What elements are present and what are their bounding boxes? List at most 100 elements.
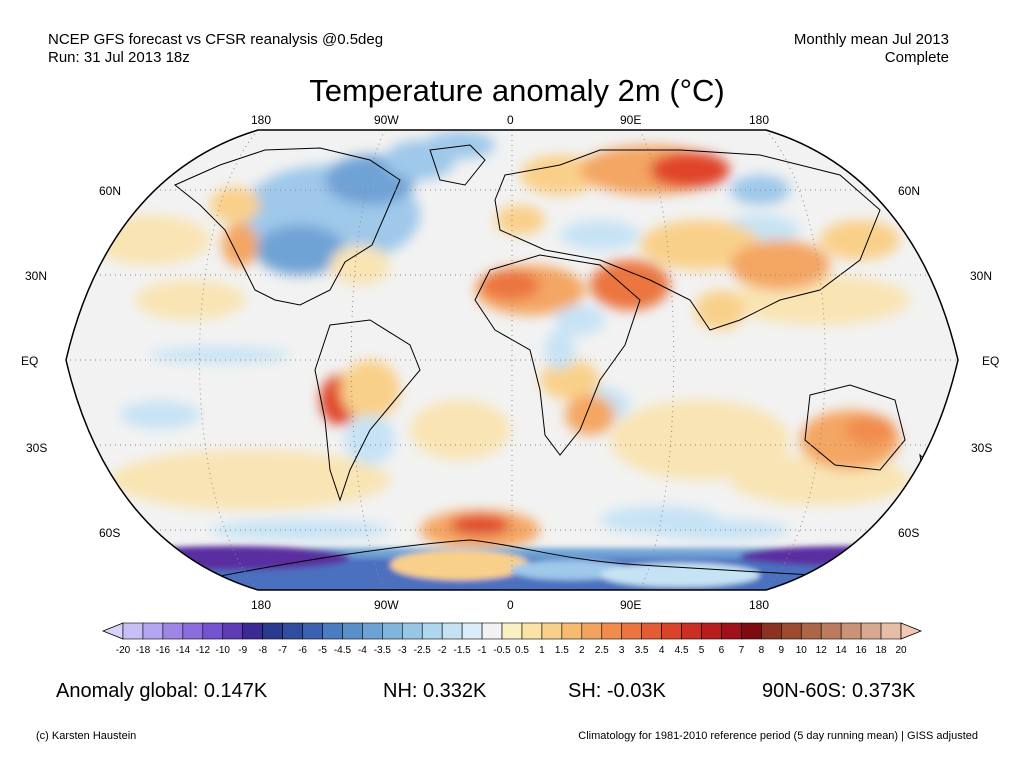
colorbar-tick-label: 2 bbox=[579, 645, 585, 656]
colorbar-tick-label: -2 bbox=[438, 645, 447, 656]
colorbar-tick-label: 4 bbox=[659, 645, 665, 656]
colorbar-swatch bbox=[701, 622, 722, 640]
colorbar-swatch bbox=[541, 622, 563, 640]
lon-label-top-180e: 180 bbox=[749, 113, 770, 127]
colorbar-tick-label: -6 bbox=[298, 645, 307, 656]
lon-label-top-90e: 90E bbox=[620, 113, 642, 127]
page-title: Temperature anomaly 2m (°C) bbox=[309, 73, 725, 108]
lon-label-top-90w: 90W bbox=[374, 113, 399, 127]
colorbar-tick-label: -14 bbox=[176, 645, 191, 656]
colorbar-swatch bbox=[342, 622, 363, 640]
colorbar-swatch bbox=[262, 622, 283, 640]
colorbar-swatch bbox=[681, 622, 702, 640]
colorbar-swatch bbox=[362, 622, 383, 640]
colorbar-swatch bbox=[661, 622, 682, 640]
colorbar-tick-label: -2.5 bbox=[414, 645, 432, 656]
lon-label-bottom-180e: 180 bbox=[749, 598, 770, 612]
colorbar-tick-label: 16 bbox=[856, 645, 868, 656]
colorbar-swatch bbox=[820, 622, 842, 640]
lat-label-right-60s: 60S bbox=[898, 526, 920, 540]
colorbar-tick-label: 4.5 bbox=[675, 645, 689, 656]
colorbar-tick-label: -5 bbox=[318, 645, 327, 656]
colorbar-swatch bbox=[222, 622, 243, 640]
colorbar-arrow-low bbox=[101, 622, 124, 640]
colorbar-swatch bbox=[721, 622, 742, 640]
colorbar-tick-label: -9 bbox=[238, 645, 247, 656]
model-info: NCEP GFS forecast vs CFSR reanalysis @0.… bbox=[48, 31, 384, 48]
colorbar-swatch bbox=[382, 622, 403, 640]
lat-label-left-eq: EQ bbox=[21, 354, 39, 368]
colorbar-tick-label: -1 bbox=[478, 645, 487, 656]
colorbar-swatch bbox=[561, 622, 583, 640]
colorbar-swatch bbox=[501, 622, 523, 640]
colorbar-swatch bbox=[282, 622, 303, 640]
colorbar-swatch bbox=[242, 622, 263, 640]
copyright: (c) Karsten Haustein bbox=[36, 730, 137, 742]
colorbar-swatch bbox=[601, 622, 623, 640]
lon-label-bottom-180w: 180 bbox=[251, 598, 272, 612]
colorbar-swatch bbox=[162, 622, 184, 640]
lat-label-right-60n: 60N bbox=[898, 184, 921, 198]
stat-global: Anomaly global: 0.147K bbox=[56, 680, 268, 702]
colorbar-tick-label: 10 bbox=[796, 645, 808, 656]
colorbar-swatch bbox=[860, 622, 882, 640]
colorbar-swatch bbox=[880, 622, 902, 640]
colorbar-tick-label: 5 bbox=[699, 645, 705, 656]
colorbar-tick-label: -7 bbox=[278, 645, 287, 656]
colorbar-swatch bbox=[441, 622, 463, 640]
colorbar-tick-label: 18 bbox=[875, 645, 887, 656]
colorbar-swatch bbox=[182, 622, 204, 640]
colorbar-swatch bbox=[122, 622, 144, 640]
colorbar-tick-label: -4.5 bbox=[334, 645, 352, 656]
colorbar-tick-label: -3 bbox=[398, 645, 407, 656]
colorbar-tick-label: -4 bbox=[358, 645, 367, 656]
lat-label-right-30n: 30N bbox=[970, 269, 993, 283]
colorbar-tick-label: 2.5 bbox=[595, 645, 609, 656]
colorbar-tick-label: 0.5 bbox=[515, 645, 529, 656]
colorbar-swatch bbox=[581, 622, 603, 640]
lat-label-right-eq: EQ bbox=[982, 354, 1000, 368]
colorbar-tick-label: -12 bbox=[196, 645, 211, 656]
colorbar-tick-label: 8 bbox=[759, 645, 765, 656]
colorbar-tick-label: 12 bbox=[816, 645, 828, 656]
period-label: Monthly mean Jul 2013 bbox=[793, 31, 949, 48]
colorbar-tick-label: 1 bbox=[539, 645, 545, 656]
colorbar-tick-label: -18 bbox=[136, 645, 151, 656]
map-outline bbox=[65, 129, 959, 591]
colorbar-tick-label: 14 bbox=[836, 645, 848, 656]
coastlines bbox=[174, 144, 936, 581]
colorbar-swatch bbox=[461, 622, 483, 640]
colorbar-tick-label: 20 bbox=[895, 645, 907, 656]
lon-label-bottom-90e: 90E bbox=[620, 598, 642, 612]
colorbar-tick-label: -8 bbox=[258, 645, 267, 656]
lat-label-right-30s: 30S bbox=[971, 441, 993, 455]
climatology-note: Climatology for 1981-2010 reference peri… bbox=[578, 730, 978, 742]
colorbar-swatch bbox=[521, 622, 543, 640]
colorbar-arrow-high bbox=[900, 622, 923, 640]
colorbar-tick-label: 7 bbox=[739, 645, 745, 656]
lon-label-top-0: 0 bbox=[507, 113, 514, 127]
colorbar-tick-label: -20 bbox=[116, 645, 131, 656]
colorbar-swatch bbox=[741, 622, 762, 640]
lon-label-bottom-90w: 90W bbox=[374, 598, 399, 612]
colorbar-swatch bbox=[142, 622, 164, 640]
colorbar-swatch bbox=[621, 622, 642, 640]
colorbar-tick-label: -0.5 bbox=[493, 645, 511, 656]
colorbar-tick-label: -3.5 bbox=[374, 645, 392, 656]
colorbar-tick-label: -10 bbox=[216, 645, 231, 656]
colorbar-swatch bbox=[761, 622, 782, 640]
colorbar-swatch bbox=[481, 622, 503, 640]
graticule bbox=[66, 130, 958, 590]
colorbar-swatch bbox=[302, 622, 323, 640]
colorbar-swatch bbox=[840, 622, 862, 640]
stat-nh: NH: 0.332K bbox=[383, 680, 487, 702]
lat-label-left-30n: 30N bbox=[25, 269, 48, 283]
colorbar-swatch bbox=[800, 622, 822, 640]
colorbar-tick-label: -16 bbox=[156, 645, 171, 656]
colorbar-swatch bbox=[421, 622, 443, 640]
colorbar-tick-label: 3 bbox=[619, 645, 625, 656]
lon-label-bottom-0: 0 bbox=[507, 598, 514, 612]
lat-label-left-30s: 30S bbox=[26, 441, 48, 455]
colorbar-tick-label: 3.5 bbox=[635, 645, 649, 656]
